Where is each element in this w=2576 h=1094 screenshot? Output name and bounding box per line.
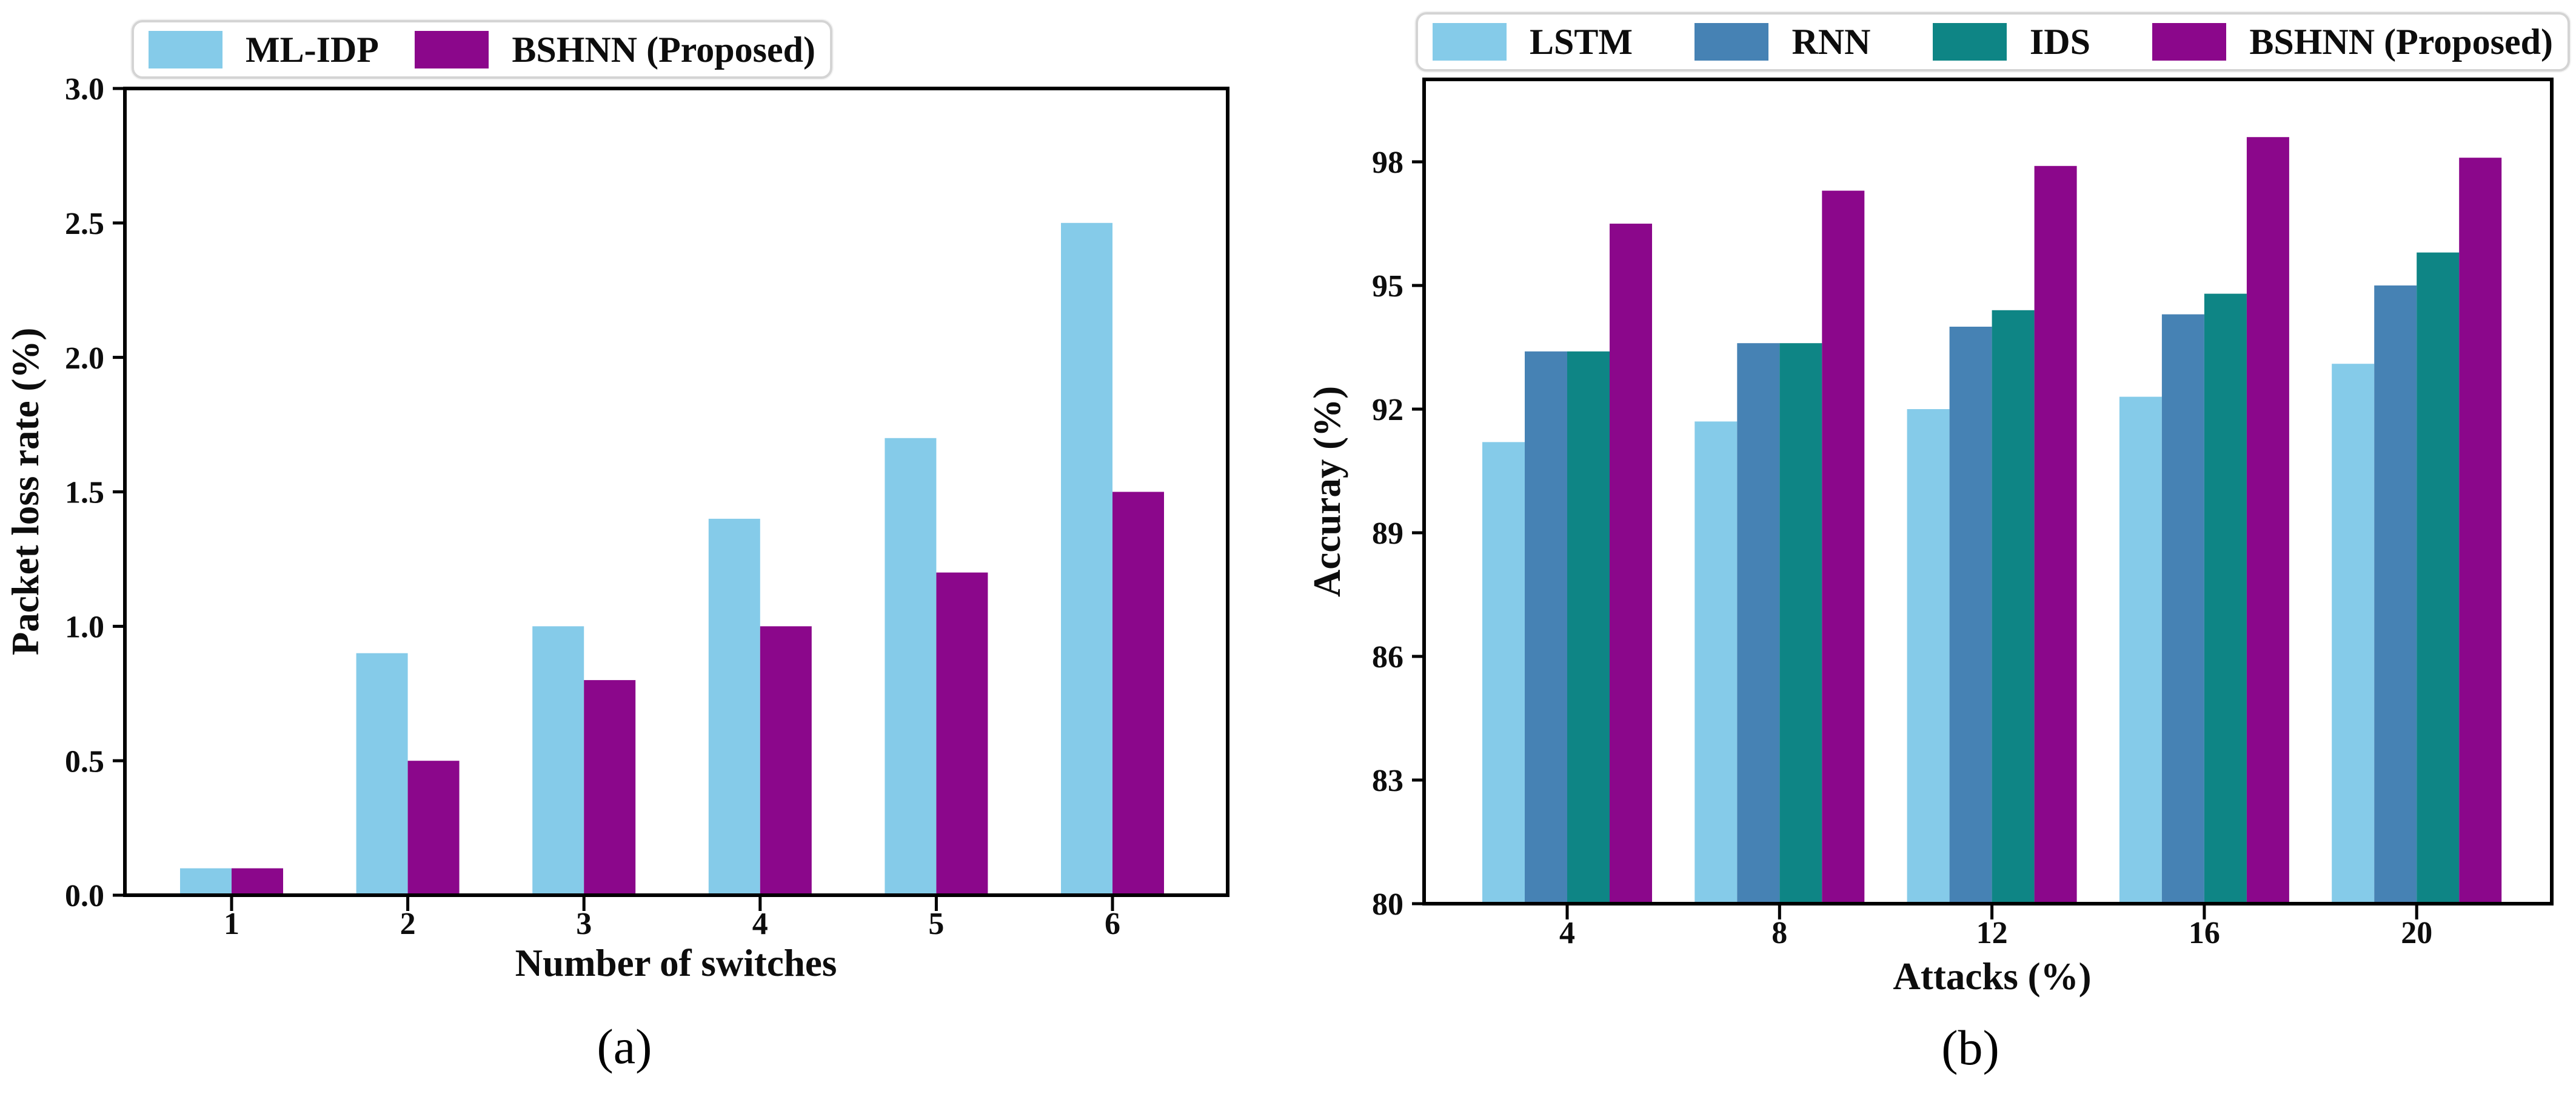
bar-lstm-x12 — [1907, 409, 1950, 904]
y-axis-label-a: Packet loss rate (%) — [4, 328, 47, 656]
legend-swatch-icon — [415, 30, 489, 68]
x-axis-label-a: Number of switches — [515, 942, 837, 984]
legend-item-rnn: RNN — [1694, 23, 1870, 61]
x-tick-label: 1 — [224, 907, 239, 941]
x-tick-label: 4 — [752, 907, 768, 941]
y-tick-label: 0.0 — [65, 879, 104, 913]
x-tick-label: 4 — [1559, 916, 1575, 950]
subfigure-caption-a: (a) — [597, 1019, 652, 1074]
x-tick-label: 20 — [2401, 916, 2432, 950]
bar-bshnn-proposed--x3 — [584, 680, 636, 895]
bar-bshnn-proposed--x5 — [936, 572, 988, 895]
bar-lstm-x16 — [2119, 396, 2162, 904]
bar-bshnn-proposed--x8 — [1822, 190, 1865, 904]
y-tick-label: 95 — [1372, 269, 1403, 304]
bar-bshnn-proposed--x6 — [1112, 492, 1164, 895]
chart-b: 80 83 86 89 92 95 98 4 8 12 16 20 Attacks (%) Accuray… — [1306, 78, 2554, 1075]
y-tick-label: 2.5 — [65, 207, 104, 241]
bar-bshnn-proposed--x2 — [407, 761, 460, 895]
y-tick-label: 98 — [1372, 145, 1403, 180]
bar-ids-x4 — [1567, 351, 1610, 904]
x-tick-label: 16 — [2189, 916, 2220, 950]
y-tick-label: 86 — [1372, 640, 1403, 675]
bar-ids-x20 — [2417, 252, 2460, 904]
bar-ml-idp-x1 — [180, 868, 232, 895]
plot-frame-b — [1422, 78, 2554, 906]
y-tick-label: 80 — [1372, 887, 1403, 922]
legend-swatch-icon — [1433, 23, 1507, 61]
x-tick-label: 2 — [400, 907, 416, 941]
bar-ml-idp-x5 — [885, 438, 937, 895]
legend-label: ML-IDP — [246, 29, 379, 70]
bar-ids-x16 — [2204, 293, 2247, 904]
bar-ml-idp-x2 — [356, 653, 408, 895]
bar-ids-x8 — [1779, 343, 1822, 904]
chart-a: 0.0 0.5 1.0 1.5 2.0 2.5 3.0 1 2 3 4 5 6 Number of swi… — [4, 72, 1229, 1074]
bar-bshnn-proposed--x4 — [760, 626, 812, 895]
y-tick-label: 89 — [1372, 516, 1403, 551]
bar-ml-idp-x4 — [708, 518, 760, 895]
y-tick-label: 2.0 — [65, 341, 104, 376]
legend-swatch-icon — [149, 30, 222, 68]
y-tick-label: 92 — [1372, 393, 1403, 427]
x-tick-label: 12 — [1976, 916, 2008, 950]
legend-label: BSHNN (Proposed) — [2249, 22, 2553, 62]
x-axis-label-b: Attacks (%) — [1893, 955, 2091, 998]
bar-bshnn-proposed--x1 — [232, 868, 283, 895]
bar-bshnn-proposed--x16 — [2246, 137, 2289, 904]
y-tick-label: 83 — [1372, 764, 1403, 798]
x-tick-label: 8 — [1771, 916, 1787, 950]
legend-swatch-icon — [1694, 23, 1769, 61]
y-tick-label: 1.5 — [65, 476, 104, 510]
legend-label: RNN — [1791, 22, 1871, 62]
legend-label: BSHNN (Proposed) — [512, 29, 815, 70]
x-tick-label: 5 — [928, 907, 944, 941]
y-tick-label: 0.5 — [65, 744, 104, 779]
legend-label: LSTM — [1530, 22, 1633, 62]
y-tick-label: 1.0 — [65, 610, 104, 645]
legend-swatch-icon — [2152, 23, 2227, 61]
bar-rnn-x16 — [2161, 314, 2204, 904]
legend-chart-b: LSTM RNN IDS BSHNN (Proposed) — [1416, 12, 2570, 72]
bar-ml-idp-x3 — [532, 626, 584, 895]
bar-rnn-x8 — [1737, 343, 1780, 904]
y-axis-label-b: Accuray (%) — [1306, 386, 1348, 597]
bar-bshnn-proposed--x4 — [1610, 224, 1652, 904]
bar-lstm-x8 — [1694, 421, 1738, 904]
legend-item-bshnn-proposed-: BSHNN (Proposed) — [2152, 23, 2553, 61]
legend-item-ids: IDS — [1932, 22, 2090, 62]
legend-item-ml-idp: ML-IDP — [149, 29, 379, 70]
legend-chart-a: ML-IDP BSHNN (Proposed) — [132, 20, 832, 79]
bar-ml-idp-x6 — [1061, 222, 1112, 895]
y-tick-label: 3.0 — [65, 72, 104, 107]
bar-lstm-x20 — [2332, 364, 2375, 904]
bar-rnn-x12 — [1949, 327, 1992, 904]
x-tick-label: 3 — [576, 907, 592, 941]
legend-label: IDS — [2029, 22, 2090, 62]
bar-lstm-x4 — [1482, 442, 1525, 904]
bar-rnn-x4 — [1525, 351, 1567, 904]
legend-swatch-icon — [1932, 23, 2007, 61]
bar-rnn-x20 — [2374, 285, 2417, 904]
bar-ids-x12 — [1992, 310, 2035, 904]
legend-item-lstm: LSTM — [1433, 23, 1633, 61]
bar-bshnn-proposed--x12 — [2034, 165, 2077, 904]
legend-item-bshnn-proposed-: BSHNN (Proposed) — [415, 29, 815, 70]
subfigure-caption-b: (b) — [1941, 1020, 1999, 1075]
x-tick-label: 6 — [1105, 907, 1120, 941]
bar-bshnn-proposed--x20 — [2459, 158, 2502, 904]
